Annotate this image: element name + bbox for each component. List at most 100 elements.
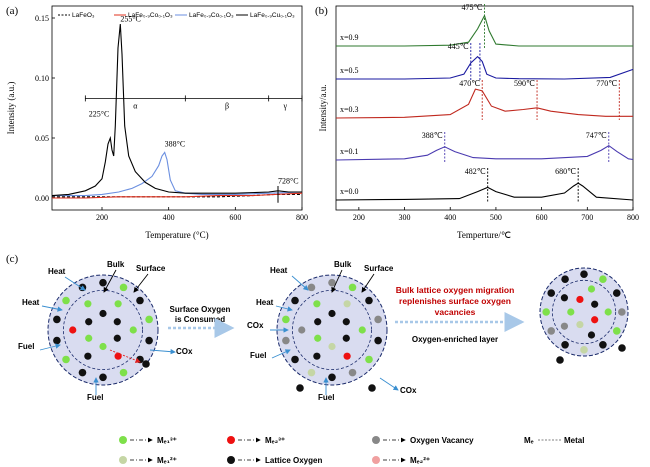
- particle-1-bulk-site-10: [114, 300, 122, 308]
- chart-a: 200 400 600 800 0.00 0.05 0.10 0.15 α β γ 255°C 22…: [6, 5, 308, 240]
- particle-2-bulk-site-2: [343, 352, 351, 360]
- particle-1-surface-site-11: [53, 315, 61, 324]
- diagram-arrow-4: [149, 348, 176, 355]
- key-label-me2-3: Mₑ₂³⁺: [265, 436, 285, 445]
- chart-a-region-label-0: α: [133, 101, 138, 110]
- free-oxygen-2: [556, 356, 564, 364]
- particle-3-bulk-site-9: [591, 300, 599, 308]
- chart-a-series-1: [52, 192, 303, 199]
- chart-b-marker-label-4-1: 680℃: [555, 167, 576, 176]
- chart-a-xtick-label-3: 800: [296, 213, 308, 222]
- particle-3-surface-site-5: [599, 340, 607, 349]
- chart-a-region-label-2: γ: [283, 101, 288, 110]
- particle-2: [276, 274, 388, 386]
- particle-2-bulk-site-9: [328, 309, 336, 318]
- chart-b-series-2: [335, 88, 633, 119]
- particle-1-surface-site-2: [136, 296, 144, 305]
- escaped-oxygen-1: [142, 360, 150, 368]
- step2-text-line2: replenishes surface oxygen: [399, 296, 511, 306]
- bulk-label-2: Bulk: [334, 260, 352, 269]
- key-swatch-me2-3: [227, 436, 235, 444]
- chart-b-marker-label-3-1: 747℃: [586, 131, 607, 140]
- step2-text-line1: Bulk lattice oxygen migration: [396, 285, 515, 295]
- particle-2-shell: [276, 274, 388, 386]
- surface-label-1: Surface: [136, 264, 166, 273]
- chart-a-annotation-3: 728°C: [278, 177, 299, 186]
- chart-b-ticks: 200 300 400 500 600 700 800: [353, 207, 639, 222]
- particle-3-surface-site-11: [561, 275, 569, 284]
- particle-3-bulk-site-6: [560, 294, 569, 302]
- chart-b-series-0: [336, 14, 633, 47]
- free-oxygen-3: [618, 344, 626, 352]
- particle-3-surface-site-0: [580, 270, 588, 278]
- chart-a-xtick-label-2: 600: [229, 213, 241, 222]
- legend-label-2: LaFe₀.₉Co₀.₁O₃: [189, 12, 234, 19]
- particle-2-surface-site-8: [307, 368, 316, 377]
- particle-2-bulk-site-3: [328, 342, 336, 351]
- particle-2-bulk-site-11: [342, 318, 350, 326]
- chart-a-regions: α β γ: [84, 95, 303, 110]
- key-label-vacancy: Oxygen Vacancy: [410, 436, 474, 445]
- step1-text-line1: Surface Oxygen: [170, 305, 231, 314]
- legend-label-3: LaFe₀.₉Cu₀.₁O₃: [250, 12, 295, 19]
- particle-3-surface-site-4: [612, 327, 621, 335]
- particle-3-bulk-site-4: [560, 322, 569, 330]
- particle-1-bulk-site-9: [99, 309, 107, 318]
- particle-3-bulk-site-1: [591, 316, 599, 324]
- chart-a-series-2: [52, 151, 303, 197]
- chart-b-series-label-1: x=0.5: [340, 66, 359, 75]
- particle-2-bulk-site-8: [313, 300, 321, 308]
- chart-b-marker-label-3-0: 388℃: [422, 131, 443, 140]
- particle-1-surface-site-4: [145, 336, 153, 345]
- cox-label-2b: COx: [400, 386, 417, 395]
- particle-3: [539, 267, 629, 357]
- particle-2-surface-site-1: [348, 283, 357, 292]
- chart-b-xtick-label-0: 200: [353, 213, 365, 222]
- chart-a-ytick-label-2: 0.10: [35, 74, 49, 83]
- chart-a-annotation-2: 388°C: [165, 139, 186, 148]
- chart-b-series-1: [336, 55, 634, 80]
- chart-a-ytick-label-3: 0.15: [35, 14, 49, 23]
- chart-b-series-label-2: x=0.3: [340, 105, 359, 114]
- chart-a-xtick-label-1: 400: [163, 213, 175, 222]
- particle-3-surface-site-10: [547, 289, 556, 297]
- particle-1-bulk-site-4: [84, 352, 92, 360]
- particle-3-surface-site-6: [580, 346, 588, 354]
- particle-1-bulk-site-6: [69, 326, 77, 334]
- particle-1-surface-site-13: [78, 283, 87, 292]
- fuel-label-1b: Fuel: [87, 393, 103, 402]
- cox-label-1: COx: [176, 347, 193, 356]
- particle-3-surface-site-2: [612, 289, 621, 297]
- panel-b-label: (b): [315, 5, 328, 17]
- particle-1-core: [63, 289, 143, 370]
- fuel-label-1a: Fuel: [18, 342, 34, 351]
- chart-a-ytick-label-0: 0.00: [35, 194, 49, 203]
- chart-b-xtick-label-2: 400: [444, 213, 456, 222]
- particle-2-bulk-site-10: [343, 300, 351, 308]
- chart-a-region-label-1: β: [225, 101, 229, 110]
- chart-a-frame: [51, 5, 303, 211]
- enriched-layer-label: Oxygen-enriched layer: [412, 335, 498, 344]
- particle-2-surface-site-2: [365, 296, 373, 305]
- diagram-arrow-13: [331, 269, 343, 293]
- particle-1: [47, 274, 159, 386]
- key-swatch-me2-2: [372, 456, 380, 464]
- heat-label-2b: Heat: [256, 298, 274, 307]
- mechanism-diagram: Bulk Surface Heat Heat Fuel Fuel COx Sur…: [18, 260, 629, 465]
- chart-a-ylabel: Intensity (a.u.): [6, 82, 16, 135]
- chart-a-legend: LaFeO₃ LaFe₀.₉Co₀.₁O₃ LaFe₀.₉Co₀.₁O₃ LaF…: [58, 12, 295, 19]
- particle-2-surface-site-13: [307, 283, 316, 292]
- particle-2-surface-site-10: [282, 336, 290, 345]
- particle-2-surface-site-6: [348, 368, 357, 377]
- particle-3-bulk-site-0: [604, 308, 612, 316]
- fuel-label-2b: Fuel: [318, 393, 334, 402]
- particle-3-bulk-site-5: [567, 308, 575, 316]
- chart-b-marker-label-4-0: 482℃: [465, 167, 486, 176]
- legend-label-0: LaFeO₃: [72, 12, 95, 19]
- diagram-arrow-1: [41, 305, 63, 312]
- chart-a-ytick-label-1: 0.05: [35, 134, 49, 143]
- key-label-lattice: Lattice Oxygen: [265, 456, 322, 465]
- chart-a-ticks: 200 400 600 800 0.00 0.05 0.10 0.15: [35, 14, 308, 222]
- chart-b-marker-label-0-0: 475℃: [462, 3, 483, 12]
